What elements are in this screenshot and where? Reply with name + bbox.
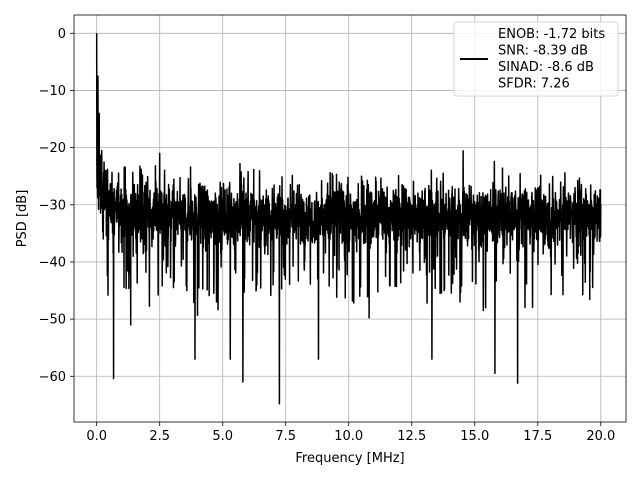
y-tick-label: 0 <box>58 27 66 42</box>
psd-line <box>95 33 602 405</box>
y-tick-label: −60 <box>39 370 66 385</box>
y-tick-label: −50 <box>39 313 66 328</box>
x-tick-label: 7.5 <box>275 429 296 444</box>
y-tick-label: −30 <box>39 198 66 213</box>
legend-enob: ENOB: -1.72 bits <box>498 27 605 42</box>
x-axis-label: Frequency [MHz] <box>295 451 404 466</box>
y-axis-label: PSD [dB] <box>15 190 30 248</box>
legend: ENOB: -1.72 bits SNR: -8.39 dB SINAD: -8… <box>453 21 619 97</box>
x-tick-label: 17.5 <box>523 429 552 444</box>
y-axis: 0 −10 −20 −30 −40 −50 −60 <box>39 27 74 385</box>
y-tick-label: −40 <box>39 255 66 270</box>
y-tick-label: −10 <box>39 84 66 99</box>
x-tick-label: 0.0 <box>86 429 107 444</box>
x-tick-label: 20.0 <box>586 429 615 444</box>
x-tick-label: 5.0 <box>212 429 233 444</box>
x-tick-label: 2.5 <box>149 429 170 444</box>
legend-box <box>453 21 619 97</box>
y-tick-label: −20 <box>39 141 66 156</box>
x-tick-label: 15.0 <box>460 429 489 444</box>
legend-snr: SNR: -8.39 dB <box>498 44 588 59</box>
psd-series <box>95 33 602 405</box>
x-axis: 0.0 2.5 5.0 7.5 10.0 12.5 15.0 17.5 20.0 <box>86 422 615 444</box>
x-tick-label: 10.0 <box>334 429 363 444</box>
legend-sfdr: SFDR: 7.26 <box>498 77 570 92</box>
x-tick-label: 12.5 <box>397 429 426 444</box>
legend-sinad: SINAD: -8.6 dB <box>498 60 594 75</box>
plot-area <box>73 14 627 423</box>
